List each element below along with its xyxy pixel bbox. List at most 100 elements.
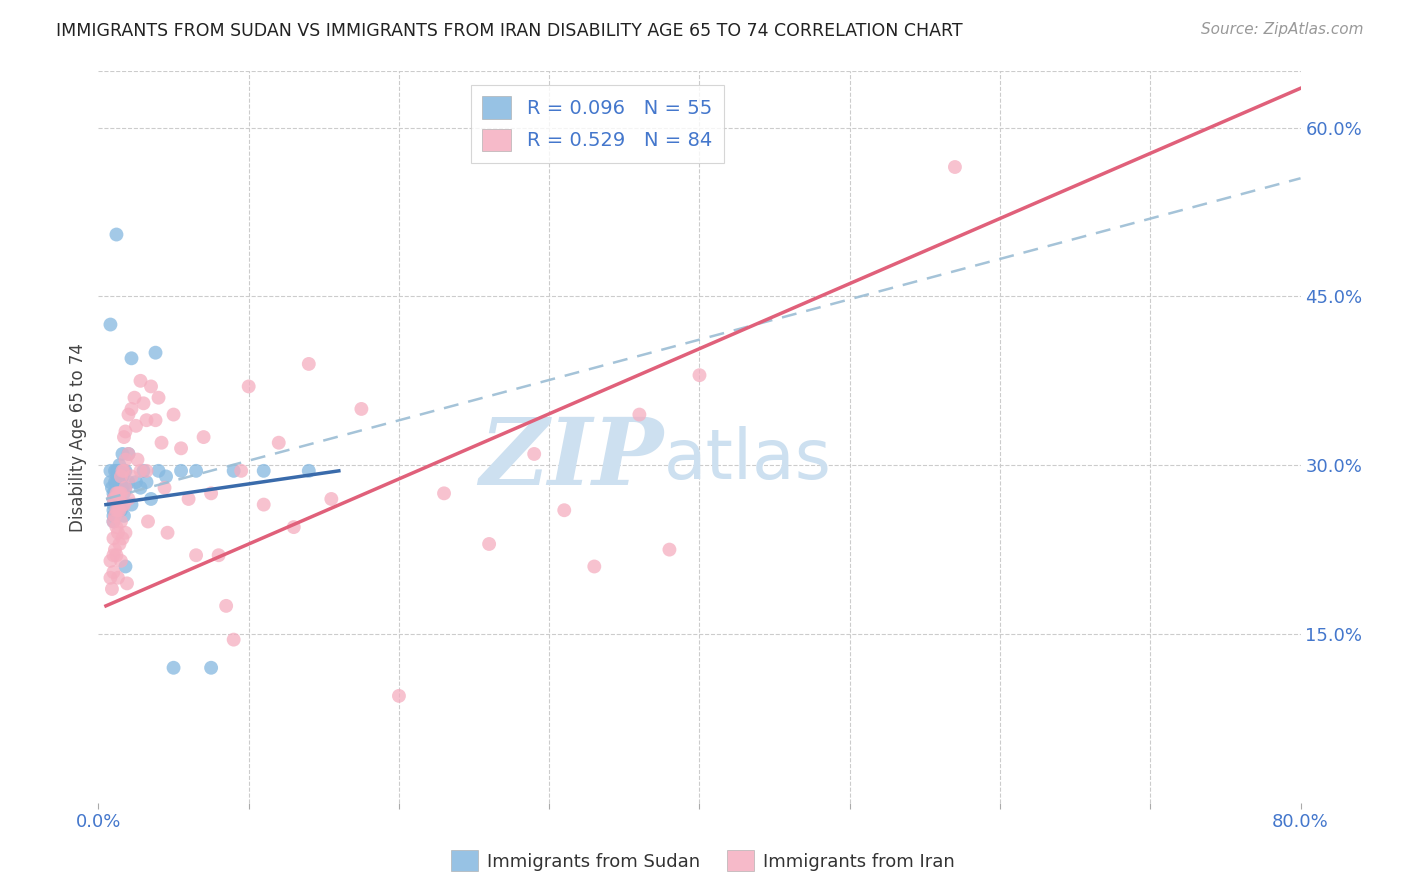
Point: [628, 408, 651, 422]
Point: [200, 661, 222, 675]
Point: [200, 486, 222, 500]
Point: [117, 491, 139, 506]
Point: [658, 542, 681, 557]
Point: [104, 486, 127, 500]
Point: [110, 503, 132, 517]
Point: [103, 486, 125, 500]
Point: [162, 661, 184, 675]
Point: [108, 469, 131, 483]
Point: [110, 475, 132, 489]
Point: [433, 486, 456, 500]
Point: [231, 464, 253, 478]
Point: [222, 464, 245, 478]
Point: [139, 379, 162, 393]
Point: [283, 520, 305, 534]
Point: [136, 515, 159, 529]
Point: [103, 498, 125, 512]
Point: [110, 464, 132, 478]
Point: [170, 442, 193, 456]
Point: [298, 464, 321, 478]
Point: [553, 503, 575, 517]
Point: [100, 475, 122, 489]
Point: [114, 481, 136, 495]
Point: [114, 525, 136, 540]
Point: [107, 571, 129, 585]
Legend: R = 0.096   N = 55, R = 0.529   N = 84: R = 0.096 N = 55, R = 0.529 N = 84: [471, 85, 724, 162]
Point: [100, 571, 122, 585]
Point: [350, 401, 373, 416]
Point: [117, 447, 139, 461]
Point: [100, 464, 122, 478]
Point: [105, 475, 128, 489]
Point: [129, 481, 152, 495]
Point: [121, 498, 143, 512]
Point: [129, 374, 152, 388]
Point: [184, 548, 207, 562]
Point: [104, 508, 127, 523]
Point: [111, 532, 134, 546]
Point: [107, 475, 129, 489]
Point: [135, 413, 157, 427]
Point: [108, 458, 131, 473]
Point: [145, 413, 167, 427]
Point: [105, 503, 128, 517]
Point: [121, 351, 143, 366]
Point: [114, 464, 136, 478]
Point: [112, 498, 135, 512]
Point: [108, 481, 131, 495]
Point: [100, 318, 122, 332]
Point: [114, 481, 136, 495]
Point: [112, 430, 135, 444]
Point: [115, 576, 138, 591]
Point: [108, 491, 131, 506]
Point: [478, 537, 501, 551]
Point: [103, 565, 125, 579]
Point: [139, 491, 162, 506]
Point: [135, 475, 157, 489]
Y-axis label: Disability Age 65 to 74: Disability Age 65 to 74: [69, 343, 87, 532]
Point: [153, 481, 176, 495]
Point: [208, 548, 231, 562]
Point: [110, 486, 132, 500]
Point: [112, 464, 135, 478]
Point: [107, 486, 129, 500]
Point: [162, 408, 184, 422]
Point: [943, 160, 966, 174]
Point: [523, 447, 546, 461]
Point: [103, 515, 125, 529]
Point: [108, 537, 131, 551]
Point: [111, 447, 134, 461]
Point: [321, 491, 343, 506]
Point: [105, 486, 128, 500]
Point: [103, 491, 125, 506]
Point: [124, 391, 146, 405]
Point: [112, 486, 135, 500]
Point: [583, 559, 606, 574]
Point: [184, 464, 207, 478]
Point: [108, 486, 131, 500]
Point: [105, 227, 128, 242]
Point: [125, 418, 148, 433]
Point: [107, 503, 129, 517]
Legend: Immigrants from Sudan, Immigrants from Iran: Immigrants from Sudan, Immigrants from I…: [444, 843, 962, 879]
Point: [110, 515, 132, 529]
Point: [103, 532, 125, 546]
Point: [132, 464, 155, 478]
Point: [150, 435, 173, 450]
Point: [105, 520, 128, 534]
Point: [111, 498, 134, 512]
Point: [253, 498, 276, 512]
Point: [129, 464, 152, 478]
Point: [177, 491, 200, 506]
Point: [103, 515, 125, 529]
Point: [117, 447, 139, 461]
Point: [215, 599, 238, 613]
Point: [110, 469, 132, 483]
Point: [114, 452, 136, 467]
Point: [103, 508, 125, 523]
Point: [222, 632, 245, 647]
Text: atlas: atlas: [664, 425, 831, 492]
Point: [121, 469, 143, 483]
Point: [117, 408, 139, 422]
Point: [103, 491, 125, 506]
